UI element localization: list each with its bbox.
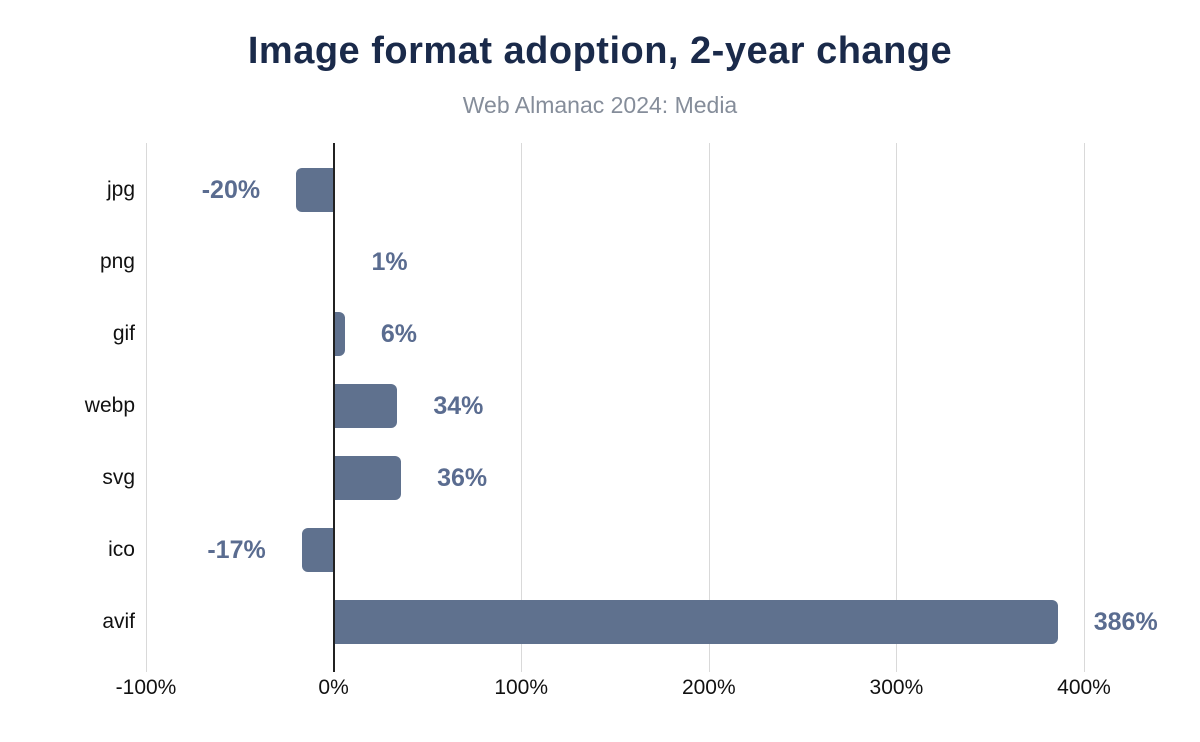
value-label-ico: -17% <box>207 536 266 564</box>
gridline <box>896 143 898 660</box>
x-tick-label: 300% <box>869 676 924 699</box>
bar-ico <box>301 528 334 572</box>
chart-subtitle: Web Almanac 2024: Media <box>462 92 738 118</box>
x-tick-label: 200% <box>681 676 736 699</box>
x-tick-label: 400% <box>1057 676 1111 699</box>
x-tick-mark <box>146 660 147 672</box>
gridline <box>1084 143 1085 660</box>
value-label-png: 1% <box>371 248 408 276</box>
x-tick-mark <box>896 660 898 672</box>
bar-svg <box>333 456 402 500</box>
x-tick-label: -100% <box>115 676 177 699</box>
bar-gif <box>333 312 345 356</box>
category-label-svg: svg <box>102 466 135 489</box>
zero-axis-line <box>332 143 335 672</box>
gridline <box>521 143 523 660</box>
x-tick-mark <box>521 660 523 672</box>
x-tick-label: 0% <box>318 676 349 699</box>
x-tick-label: 100% <box>494 676 549 699</box>
value-label-jpg: -20% <box>201 176 261 204</box>
value-label-webp: 34% <box>433 392 484 420</box>
gridline <box>708 143 710 660</box>
category-label-gif: gif <box>112 322 135 345</box>
category-label-png: png <box>99 250 135 273</box>
category-label-avif: avif <box>102 610 135 633</box>
chart-title: Image format adoption, 2-year change <box>247 30 953 72</box>
gridline <box>146 143 147 660</box>
category-label-jpg: jpg <box>106 178 135 201</box>
x-tick-mark <box>1084 660 1085 672</box>
bar-webp <box>333 384 398 428</box>
x-tick-mark <box>708 660 710 672</box>
category-label-webp: webp <box>84 394 135 417</box>
category-label-ico: ico <box>108 538 135 561</box>
bar-jpg <box>296 168 334 212</box>
value-label-gif: 6% <box>380 320 417 348</box>
value-label-avif: 386% <box>1093 608 1158 636</box>
bar-avif <box>333 600 1058 644</box>
value-label-svg: 36% <box>437 464 488 492</box>
